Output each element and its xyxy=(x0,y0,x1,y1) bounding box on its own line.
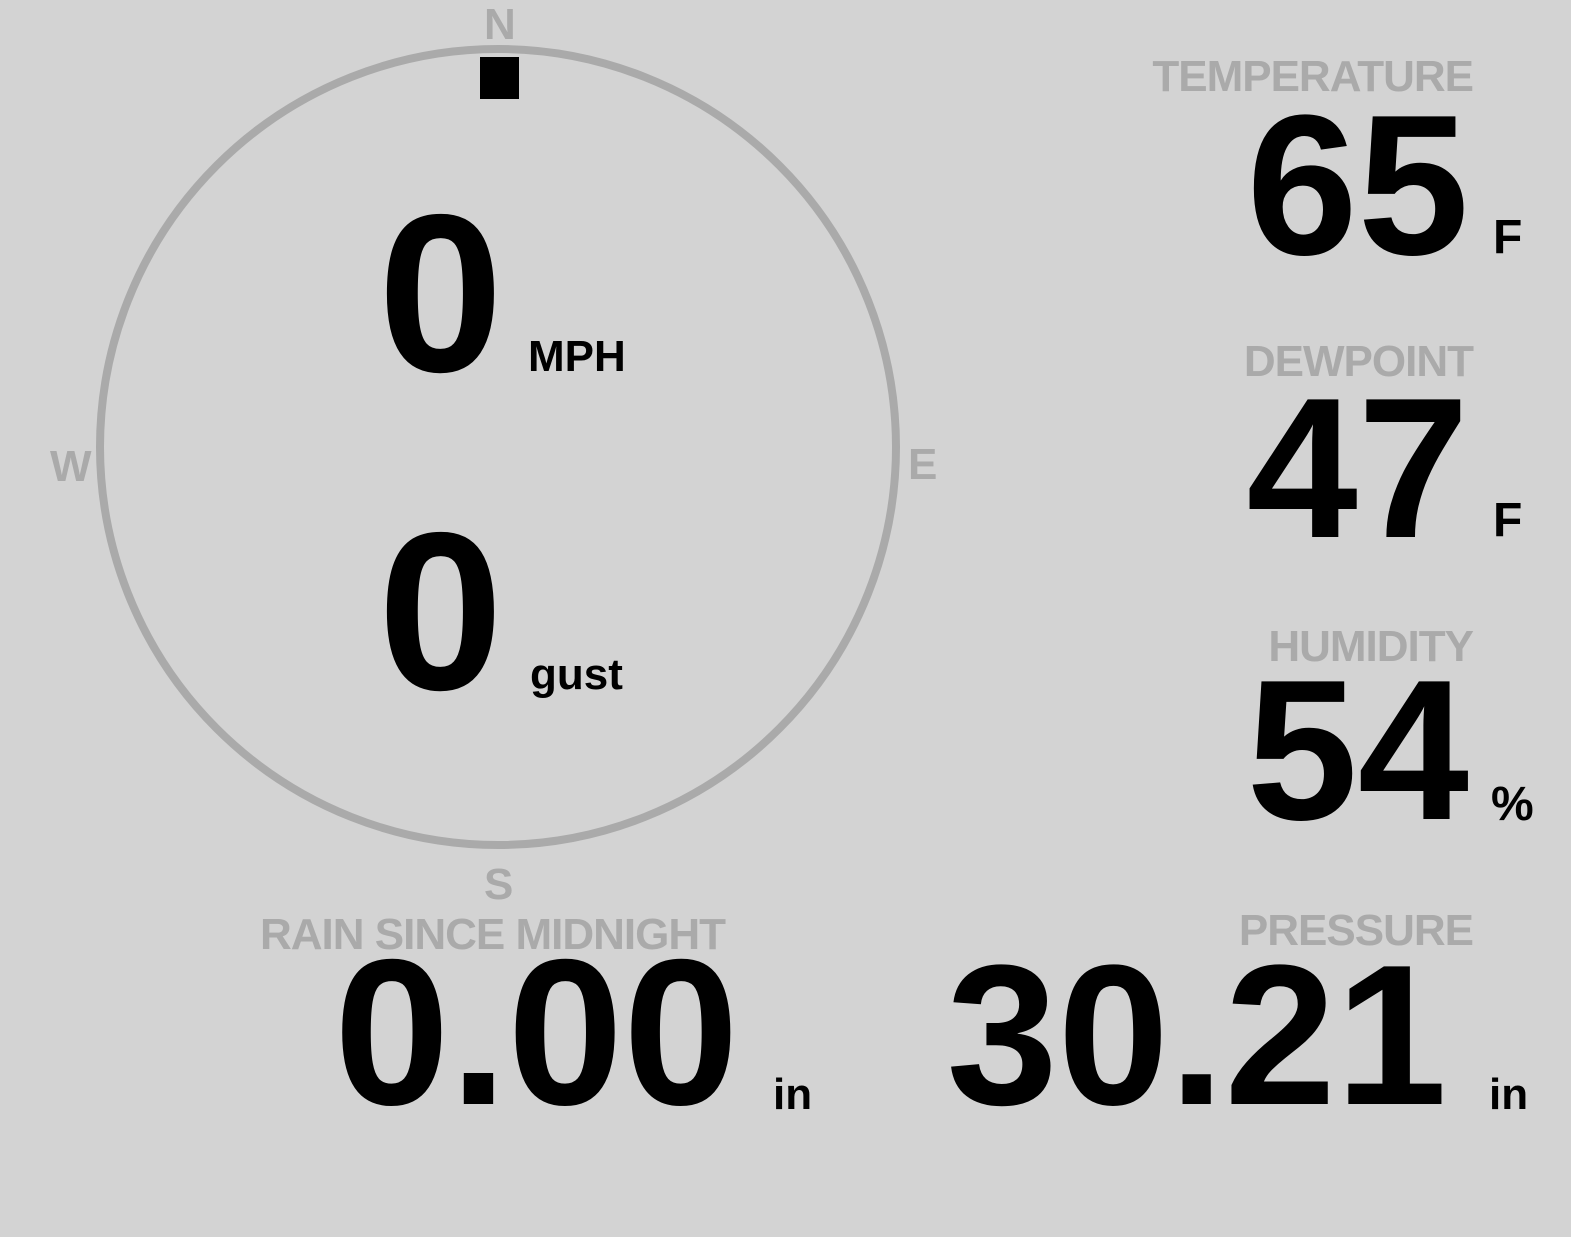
dewpoint-label: DEWPOINT xyxy=(1243,337,1474,386)
compass-south: S xyxy=(484,860,514,909)
dewpoint-unit: F xyxy=(1493,494,1523,547)
pressure-unit: in xyxy=(1489,1070,1529,1119)
pressure-value: 30.21 xyxy=(946,924,1448,1147)
wind-speed-value: 0 xyxy=(378,167,504,419)
humidity-unit: % xyxy=(1491,778,1534,831)
humidity-label: HUMIDITY xyxy=(1268,622,1474,671)
rain-unit: in xyxy=(773,1070,813,1119)
temperature-label: TEMPERATURE xyxy=(1152,52,1474,101)
wind-direction-marker xyxy=(480,57,519,99)
rain-value: 0.00 xyxy=(334,917,739,1149)
wind-gust-value: 0 xyxy=(378,485,504,737)
dewpoint-value: 47 xyxy=(1246,357,1469,580)
compass-north: N xyxy=(484,0,516,49)
rain-label: RAIN SINCE MIDNIGHT xyxy=(260,910,726,959)
wind-speed-unit: MPH xyxy=(528,332,626,381)
humidity-value: 54 xyxy=(1246,639,1469,862)
temperature-value: 65 xyxy=(1246,74,1469,297)
wind-compass xyxy=(96,45,900,849)
compass-west: W xyxy=(50,442,92,491)
compass-ring xyxy=(96,45,900,849)
wind-gust-unit: gust xyxy=(530,650,623,699)
compass-east: E xyxy=(908,440,938,489)
pressure-label: PRESSURE xyxy=(1238,906,1474,955)
temperature-unit: F xyxy=(1493,211,1523,264)
